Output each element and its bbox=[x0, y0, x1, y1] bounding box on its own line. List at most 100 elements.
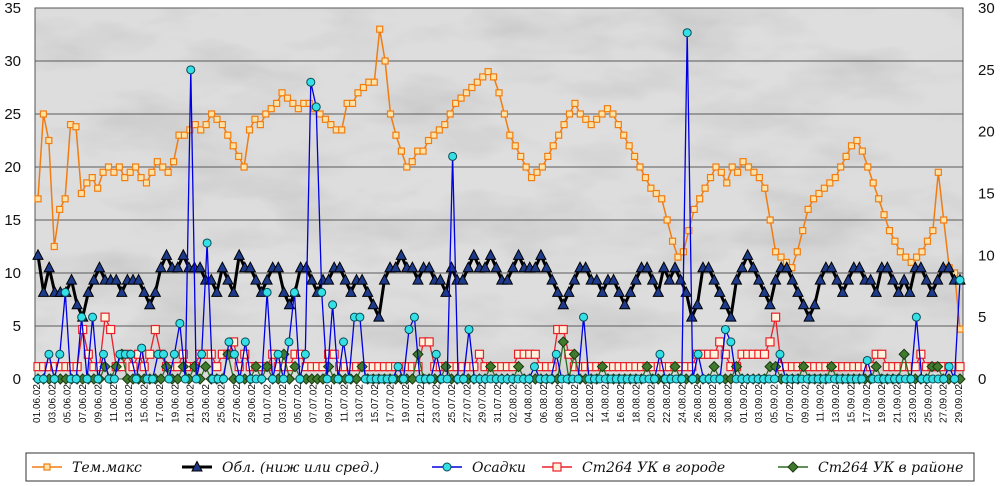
y-right-tick-label: 0 bbox=[978, 371, 986, 388]
point-circle bbox=[158, 349, 168, 359]
point-diamond bbox=[155, 373, 167, 385]
point-triangle bbox=[361, 285, 374, 297]
point-circle bbox=[186, 65, 196, 75]
point-triangle bbox=[814, 273, 827, 285]
point-triangle bbox=[719, 298, 732, 310]
point-square bbox=[620, 131, 628, 139]
point-triangle bbox=[322, 273, 335, 285]
point-triangle bbox=[652, 285, 665, 297]
point-square bbox=[72, 123, 80, 131]
point-square bbox=[218, 120, 226, 129]
x-tick-label: 13.06.02 bbox=[124, 384, 135, 423]
point-square bbox=[755, 174, 763, 182]
point-triangle bbox=[942, 261, 955, 273]
point-square bbox=[858, 147, 866, 155]
point-triangle bbox=[915, 261, 927, 273]
point-square bbox=[441, 120, 449, 129]
point-triangle bbox=[792, 285, 804, 297]
point-diamond bbox=[188, 360, 201, 373]
point-square bbox=[452, 99, 460, 108]
point-square bbox=[558, 324, 568, 335]
x-tick-label: 21.09.02 bbox=[893, 384, 904, 423]
point-diamond bbox=[199, 360, 212, 373]
point-circle bbox=[273, 349, 283, 359]
point-square bbox=[489, 73, 498, 81]
point-square bbox=[715, 337, 725, 347]
point-triangle bbox=[825, 261, 838, 273]
point-triangle bbox=[440, 285, 452, 297]
point-triangle bbox=[568, 273, 581, 285]
point-square bbox=[202, 120, 210, 129]
point-circle bbox=[240, 337, 250, 347]
point-circle bbox=[955, 275, 965, 285]
plot-marble-texture bbox=[35, 8, 963, 379]
point-square bbox=[877, 349, 887, 359]
x-tick-label: 26.08.02 bbox=[693, 384, 704, 423]
x-tick-label: 27.09.02 bbox=[939, 384, 950, 423]
point-circle bbox=[180, 374, 190, 384]
point-square bbox=[799, 227, 807, 235]
point-square bbox=[468, 83, 476, 92]
point-diamond bbox=[484, 360, 497, 373]
point-diamond bbox=[870, 360, 882, 373]
point-triangle bbox=[222, 273, 234, 285]
point-square bbox=[462, 89, 471, 97]
point-triangle bbox=[389, 261, 402, 273]
point-square bbox=[153, 158, 161, 166]
point-triangle bbox=[71, 298, 83, 310]
point-triangle bbox=[194, 261, 206, 273]
point-triangle bbox=[630, 273, 642, 285]
point-circle bbox=[88, 312, 98, 322]
point-triangle bbox=[663, 273, 676, 285]
point-circle bbox=[202, 238, 212, 248]
x-tick-label: 04.08.02 bbox=[524, 384, 535, 423]
point-triangle bbox=[305, 273, 318, 285]
point-square bbox=[587, 120, 595, 129]
point-square bbox=[636, 163, 644, 171]
point-triangle bbox=[445, 261, 458, 273]
point-triangle bbox=[210, 285, 223, 297]
point-square bbox=[273, 99, 281, 108]
point-square bbox=[115, 163, 123, 171]
x-tick-label: 31.07.02 bbox=[493, 384, 504, 423]
point-diamond bbox=[825, 360, 838, 373]
point-triangle bbox=[82, 285, 95, 297]
point-triangle bbox=[261, 273, 273, 285]
point-circle bbox=[344, 374, 354, 384]
point-square bbox=[289, 99, 297, 108]
point-square bbox=[403, 163, 411, 171]
point-square bbox=[663, 216, 671, 224]
point-square bbox=[457, 94, 465, 102]
point-triangle bbox=[143, 298, 156, 310]
point-square bbox=[766, 216, 774, 224]
point-triangle bbox=[227, 285, 240, 297]
point-square bbox=[701, 184, 709, 192]
point-square bbox=[430, 131, 438, 139]
point-circle bbox=[726, 337, 736, 347]
point-square bbox=[658, 195, 666, 203]
point-square bbox=[329, 349, 339, 359]
point-square bbox=[593, 115, 601, 123]
point-square bbox=[709, 349, 719, 359]
point-square bbox=[150, 324, 160, 335]
point-circle bbox=[197, 349, 207, 359]
point-square bbox=[720, 349, 730, 359]
point-triangle bbox=[546, 273, 558, 285]
point-square bbox=[630, 152, 639, 160]
point-triangle bbox=[378, 273, 391, 285]
point-triangle bbox=[803, 310, 815, 322]
point-circle bbox=[71, 374, 81, 384]
point-square bbox=[777, 253, 785, 261]
point-triangle bbox=[758, 285, 771, 297]
point-square bbox=[500, 110, 509, 118]
point-triangle bbox=[842, 273, 855, 285]
x-tick-label: 03.07.02 bbox=[278, 384, 289, 423]
point-square bbox=[148, 168, 156, 176]
point-circle bbox=[524, 374, 534, 384]
point-circle bbox=[459, 374, 469, 384]
point-triangle bbox=[272, 261, 285, 273]
point-diamond bbox=[557, 336, 569, 348]
x-tick-label: 01.07.02 bbox=[263, 384, 274, 423]
point-square bbox=[224, 131, 232, 139]
point-circle bbox=[573, 374, 583, 384]
